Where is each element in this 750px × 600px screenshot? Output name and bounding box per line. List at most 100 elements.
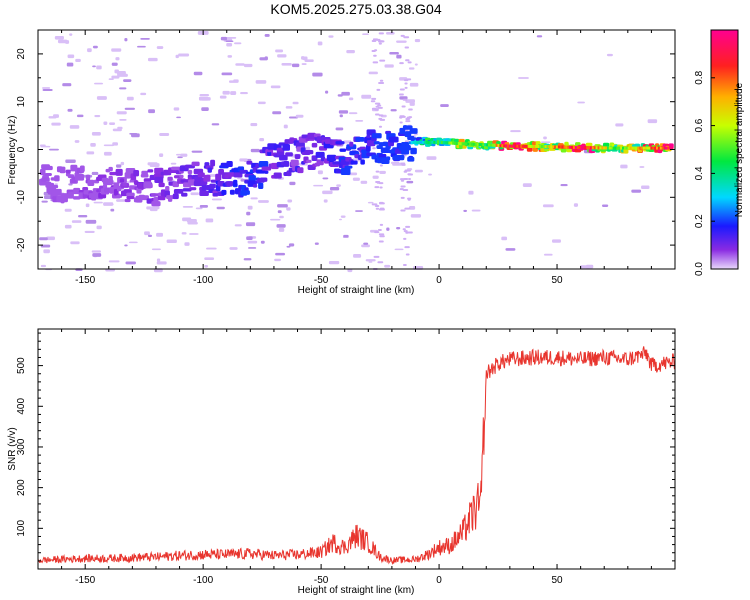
spectrogram-streak-cell <box>400 185 406 188</box>
spectrogram-noise-cell <box>140 38 150 40</box>
spectrogram-noise-cell <box>173 107 180 111</box>
spectrogram-noise-cell <box>85 203 90 208</box>
spectrogram-ridge-cell <box>366 134 371 138</box>
spectrogram-noise-cell <box>346 50 355 54</box>
spectrogram-noise-cell <box>144 231 150 236</box>
spectrogram-noise-cell <box>156 46 164 49</box>
spectrogram-noise-cell <box>189 233 199 235</box>
spectrogram-streak-cell <box>377 229 382 232</box>
spectrogram-noise-cell <box>181 232 187 235</box>
spectrogram-noise-cell <box>195 207 203 210</box>
spectrogram-ridge-cell <box>43 165 53 171</box>
spectrogram-noise-cell <box>230 91 237 95</box>
spectrogram-noise-cell <box>340 215 346 218</box>
spectrogram-ridge-cell <box>261 166 272 171</box>
spectrogram-noise-cell <box>301 63 307 65</box>
spectrogram-ridge-cell <box>360 159 365 165</box>
spectrogram-streak-cell <box>399 121 403 124</box>
spectrogram-noise-cell <box>108 260 120 263</box>
spectrogram-noise-cell <box>226 43 233 47</box>
snr-x-ticks: -150 -100 -50 0 50 <box>37 329 676 586</box>
spectrogram-ridge-cell <box>72 196 81 200</box>
spectrogram-noise-cell <box>211 198 222 201</box>
spectrogram-streak-cell <box>402 228 406 231</box>
spectrogram-noise-cell <box>245 222 256 227</box>
snr-x-tick-label: 50 <box>551 575 563 586</box>
spectrogram-noise-cell <box>43 249 50 254</box>
spectrogram-noise-cell <box>42 89 53 92</box>
spectrogram-noise-cell <box>156 232 163 237</box>
spectrogram-noise-cell <box>471 209 481 212</box>
spectrogram-ridge-cell <box>220 162 228 167</box>
spectrogram-noise-cell <box>125 261 136 265</box>
spectrogram-noise-cell <box>343 140 352 144</box>
spectrogram-streak-cell <box>399 116 403 119</box>
spectrogram-noise-cell <box>91 250 102 253</box>
spectrogram-ridge-cell <box>210 159 216 167</box>
spectrogram-noise-cell <box>67 54 75 59</box>
spectrogram-noise-cell <box>115 57 120 61</box>
spectrogram-noise-cell <box>277 210 282 214</box>
spectrogram-noise-cell <box>123 79 132 82</box>
spectrogram-streak-cell <box>404 82 408 85</box>
spectrogram-ridge-cell <box>346 144 357 150</box>
spectrogram-streak-cell <box>375 105 379 108</box>
spectrogram-noise-cell <box>246 236 253 241</box>
spectrogram-noise-cell <box>295 114 304 118</box>
spectrogram-noise-cell <box>64 208 72 212</box>
colorbar-gradient <box>710 29 739 270</box>
spectrogram-noise-cell <box>176 116 181 119</box>
spectrogram-marks <box>39 30 674 273</box>
spectrogram-noise-cell <box>115 164 122 168</box>
spectrogram-streak-cell <box>379 59 386 62</box>
spectrogram-ridge-cell <box>401 149 410 155</box>
spectrogram-noise-cell <box>65 40 70 44</box>
spectrogram-streak-cell <box>402 98 408 101</box>
spectrogram-streak-cell <box>403 237 407 240</box>
spectrogram-ridge-cell <box>297 167 304 174</box>
spectrogram-ridge-cell <box>165 186 170 192</box>
spectrogram-noise-cell <box>250 148 260 153</box>
spectrogram-streak-cell <box>403 178 409 181</box>
spectrogram-streak-cell <box>405 118 411 121</box>
spectrogram-streak-cell <box>404 207 411 210</box>
spectrogram-streak-cell <box>378 117 383 120</box>
spectrogram-streak-cell <box>374 231 380 234</box>
spectrogram-ridge-cell <box>197 172 205 178</box>
spectrogram-noise-cell <box>46 236 55 241</box>
spectrogram-noise-cell <box>67 108 73 112</box>
spectrogram-ridge-cell <box>141 170 148 175</box>
spectrogram-ridge-cell <box>74 174 85 181</box>
spectrogram-streak-cell <box>378 82 385 85</box>
spectrogram-streak-cell <box>400 209 406 212</box>
spectrogram-noise-cell <box>348 97 354 101</box>
spectrogram-noise-cell <box>116 199 127 202</box>
spectrogram-noise-cell <box>201 97 211 101</box>
spectrogram-noise-cell <box>146 206 155 210</box>
spectrogram-ridge-cell <box>166 195 175 200</box>
spectrogram-noise-cell <box>248 247 257 249</box>
spectrogram-ridge-cell <box>349 141 354 147</box>
spectrogram-noise-cell <box>182 217 192 222</box>
spectrogram-streak-cell <box>371 203 378 206</box>
spectrogram-ridge-cell <box>154 176 164 183</box>
spectrogram-streak-cell <box>408 116 413 119</box>
spectrogram-noise-cell <box>180 153 188 157</box>
spectrogram-ridge-cell <box>373 141 380 145</box>
spectrogram-noise-cell <box>170 162 177 165</box>
spectrogram-streak-cell <box>374 205 380 208</box>
spectrogram-streak-cell <box>405 225 411 228</box>
spectrogram-streak-cell <box>373 54 377 57</box>
spectrogram-noise-cell <box>615 123 624 127</box>
spectrogram-noise-cell <box>276 224 286 228</box>
snr-x-tick-label: -50 <box>314 575 329 586</box>
spectrogram-noise-cell <box>277 54 287 58</box>
spectrogram-noise-cell <box>289 181 296 186</box>
spectrogram-noise-cell <box>119 87 127 90</box>
spectrogram-noise-cell <box>137 45 146 48</box>
spectrogram-noise-cell <box>355 119 364 122</box>
spectrogram-noise-cell <box>124 244 128 247</box>
colorbar: 0.0 0.2 0.4 0.6 0.8 Normalized spectral ampl… <box>694 29 745 276</box>
spectrogram-noise-cell <box>148 57 158 62</box>
spectrogram-noise-cell <box>148 109 155 114</box>
